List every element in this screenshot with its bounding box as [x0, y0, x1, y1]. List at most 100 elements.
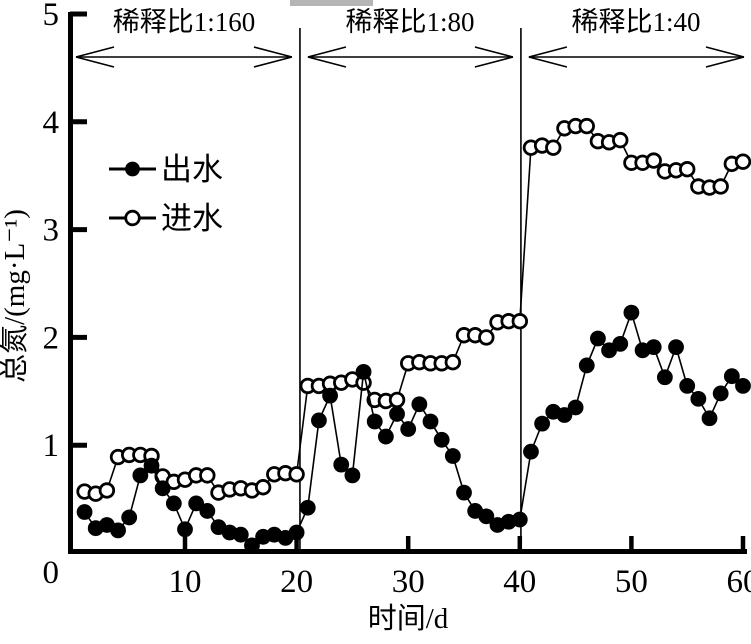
y-tick-label: 5 — [43, 0, 60, 33]
effluent-data-point — [333, 456, 350, 473]
effluent-data-point — [556, 407, 573, 423]
influent-data-point — [578, 117, 595, 135]
effluent-data-point — [154, 480, 171, 497]
effluent-data-point — [121, 509, 138, 526]
x-tick-label: 10 — [169, 564, 202, 600]
y-tick-label: 3 — [43, 213, 60, 249]
arrow-head — [705, 56, 745, 68]
double-arrow-icon — [528, 46, 745, 68]
x-tick-label: 40 — [503, 564, 536, 600]
effluent-data-point — [232, 526, 249, 543]
effluent-data-point — [143, 457, 160, 474]
effluent-data-point — [478, 508, 495, 525]
influent-data-point — [478, 329, 495, 346]
region-label-dilution-1-160: 稀释比1:160 — [113, 7, 256, 37]
effluent-data-point — [188, 495, 205, 512]
effluent-data-point — [165, 495, 182, 512]
scan-artifact — [290, 0, 373, 6]
effluent-data-point — [679, 378, 696, 394]
effluent-data-point — [377, 428, 394, 445]
effluent-data-point — [199, 503, 216, 519]
effluent-data-point — [344, 467, 361, 484]
arrow-head — [75, 46, 115, 58]
y-tick-label: 0 — [43, 555, 60, 591]
effluent-data-point — [76, 504, 93, 520]
effluent-data-point — [534, 415, 551, 432]
series-layer — [76, 117, 751, 554]
influent-data-point — [612, 131, 629, 149]
influent-data-point — [254, 479, 272, 496]
effluent-data-point — [456, 484, 472, 501]
effluent-data-point — [701, 410, 718, 427]
influent-data-point — [734, 153, 751, 170]
effluent-data-point — [355, 363, 372, 380]
arrow-head — [474, 56, 514, 68]
effluent-data-point — [366, 413, 383, 430]
series-effluent — [76, 304, 751, 554]
influent-data-point — [645, 152, 662, 169]
open-circle-marker-icon — [124, 209, 141, 227]
effluent-data-point — [723, 368, 740, 385]
effluent-data-point — [444, 448, 461, 464]
double-arrow-icon — [75, 46, 293, 68]
y-tick-label: 1 — [43, 428, 60, 464]
y-axis-title: 总氮/(mg·L⁻¹) — [0, 209, 31, 383]
influent-data-point — [679, 161, 696, 178]
effluent-data-point — [612, 335, 629, 352]
effluent-data-point — [567, 399, 584, 416]
effluent-data-point — [433, 431, 450, 448]
effluent-data-point — [623, 304, 640, 321]
effluent-data-point — [322, 387, 338, 404]
effluent-data-point — [299, 499, 316, 516]
legend: 出水 进水 — [109, 152, 223, 236]
x-tick-label: 20 — [280, 564, 313, 600]
effluent-data-point — [735, 378, 751, 394]
effluent-data-point — [523, 443, 539, 460]
effluent-data-point — [578, 357, 595, 374]
influent-data-point — [444, 353, 462, 371]
effluent-data-point — [244, 537, 260, 554]
effluent-data-point — [288, 524, 305, 541]
y-tick-label: 4 — [43, 105, 60, 141]
arrow-head — [474, 46, 514, 58]
influent-data-point — [388, 391, 406, 409]
x-tick-label: 50 — [615, 564, 648, 600]
effluent-data-point — [645, 339, 662, 356]
effluent-data-point — [668, 339, 684, 356]
arrow-head — [307, 46, 347, 58]
series-influent — [76, 117, 751, 502]
effluent-data-point — [132, 467, 149, 484]
influent-data-point — [98, 482, 116, 499]
double-arrow-icon — [307, 46, 514, 68]
effluent-data-point — [422, 413, 439, 430]
effluent-data-point — [411, 396, 428, 413]
effluent-data-point — [656, 369, 673, 386]
effluent-data-point — [177, 521, 193, 538]
arrow-head — [253, 46, 293, 58]
influent-data-point — [545, 139, 562, 156]
influent-data-point — [288, 466, 305, 483]
arrow-head — [528, 46, 568, 58]
arrow-head — [528, 56, 568, 68]
arrow-head — [705, 46, 745, 58]
effluent-data-point — [311, 412, 327, 429]
arrow-head — [75, 56, 115, 68]
axes-layer: 0 1 2 3 4 5 10 20 30 40 50 60 — [43, 0, 751, 600]
arrow-head — [307, 56, 347, 68]
filled-circle-marker-icon — [125, 161, 140, 177]
effluent-data-point — [400, 421, 417, 437]
x-axis-title: 时间/d — [368, 602, 449, 635]
arrow-head — [253, 56, 293, 68]
x-tick-label: 60 — [727, 564, 751, 600]
region-label-dilution-1-40: 稀释比1:40 — [571, 7, 700, 37]
legend-effluent-label: 出水 — [161, 152, 223, 187]
influent-data-point — [199, 467, 216, 484]
legend-influent-label: 进水 — [161, 201, 223, 236]
x-tick-label: 30 — [392, 564, 425, 600]
effluent-data-point — [389, 406, 405, 422]
effluent-data-point — [590, 330, 606, 347]
effluent-data-point — [511, 511, 528, 528]
influent-data-point — [712, 178, 729, 195]
